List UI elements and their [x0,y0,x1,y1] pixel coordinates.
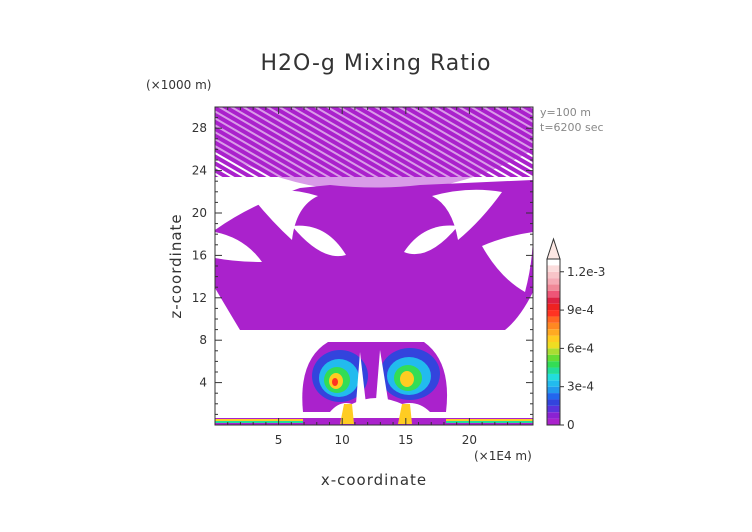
colorbar-frame [546,258,561,426]
colorbar: 0 3e-4 6e-4 9e-4 1.2e-3 [546,237,605,432]
upper-striped-band [215,107,533,177]
y-tick-label: 28 [192,121,207,135]
colorbar-label: 1.2e-3 [567,265,605,279]
colorbar-swatch [547,316,560,323]
colorbar-swatch [547,278,560,285]
y-tick-label: 24 [192,164,207,178]
gap-below-anvil [240,330,505,342]
surface-column-left [340,404,354,424]
colorbar-swatch [547,303,560,311]
y-tick-label: 16 [192,248,207,262]
colorbar-swatch [547,329,560,336]
right-cell-yellow [400,371,414,387]
colorbar-swatch [547,310,560,317]
colorbar-swatch [547,412,560,419]
colorbar-swatch [547,297,560,304]
colorbar-label: 9e-4 [567,303,594,317]
surface-right-green [446,421,533,423]
colorbar-swatch [547,361,560,368]
x-axis-unit: (×1E4 m) [474,449,532,463]
colorbar-swatch [547,354,560,362]
colorbar-label: 3e-4 [567,380,594,394]
colorbar-swatch [547,405,560,413]
colorbar-label: 0 [567,418,575,432]
y-axis-unit: (×1000 m) [146,78,211,92]
y-axis-label: z-coordinate [167,213,185,318]
annotation-t: t=6200 sec [540,121,604,134]
colorbar-swatch [547,418,560,425]
surface-column-right [398,404,412,424]
chart-title: H2O-g Mixing Ratio [261,51,492,76]
y-tick-label: 12 [192,291,207,305]
gap-right-upper [432,189,502,240]
x-tick-label: 5 [275,433,283,447]
colorbar-swatch [547,322,560,330]
upper-band-shade [215,107,533,191]
y-tick-label: 4 [199,376,207,390]
x-tick-label: 10 [335,433,350,447]
colorbar-swatch [547,373,560,381]
colorbar-swatch [547,386,560,394]
colorbar-swatch [547,284,560,291]
surface-left-yellow [215,419,303,421]
colorbar-label: 6e-4 [567,341,594,355]
colorbar-swatch [547,335,560,342]
colorbar-swatch [547,342,560,349]
colorbar-swatch [547,290,560,298]
central-channel-left [356,352,366,404]
x-tick-label: 15 [398,433,413,447]
colorbar-swatch [547,393,560,400]
surface-layer [215,418,533,425]
y-tick-label: 8 [199,333,207,347]
colorbar-swatch [547,380,560,387]
gap-right-edge [482,232,533,292]
surface-right-yellow [446,419,533,421]
colorbar-swatch [547,348,560,355]
left-cell-red [332,378,338,386]
central-channel-right [376,350,388,400]
heatmap-field [215,107,533,425]
colorbar-extend-arrow [546,237,561,260]
x-tick-label: 20 [462,433,477,447]
x-axis-label: x-coordinate [321,471,427,489]
gap-left-mid [292,225,346,257]
surface-left-green [215,421,303,423]
colorbar-swatch [547,367,560,374]
axis-ticks [214,106,534,426]
gap-left-edge [215,232,262,262]
colorbar-swatch [547,265,560,272]
annotation-y: y=100 m [540,106,591,119]
colorbar-swatch [547,399,560,406]
axis-tick-labels: 5 10 15 20 4 8 12 16 20 24 28 [192,121,477,447]
gap-left-upper [248,189,318,240]
colorbar-swatch [547,271,560,279]
gap-right-mid [404,225,458,255]
y-tick-label: 20 [192,206,207,220]
